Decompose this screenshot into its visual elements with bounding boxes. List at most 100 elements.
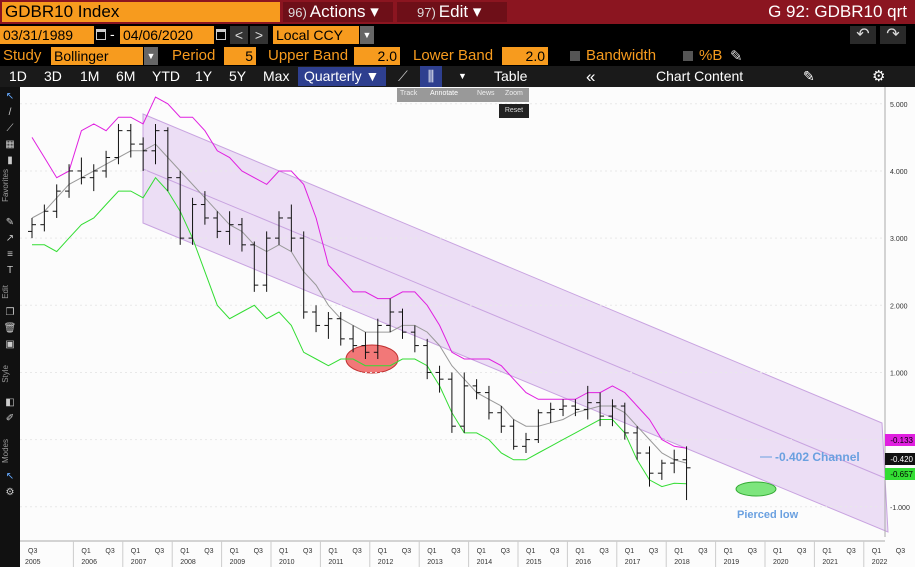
table-button[interactable]: Table [494, 68, 528, 84]
ticker-input[interactable]: GDBR10 Index [2, 2, 280, 22]
news-tool[interactable]: News [477, 90, 495, 97]
x-quarter-label: Q3 [402, 548, 411, 555]
ohlc-bar [225, 211, 234, 245]
calendar-icon[interactable] [216, 29, 226, 40]
ohlc-bar [657, 459, 666, 480]
x-quarter-label: Q1 [822, 548, 831, 555]
bar-chart-icon[interactable]: ⫼ [420, 66, 442, 87]
ohlc-bar [583, 385, 592, 420]
grid-icon[interactable]: ▦ [5, 139, 15, 150]
edit-menu[interactable]: 97) Edit ▾ [397, 2, 507, 22]
x-quarter-label: Q1 [526, 548, 535, 555]
favorites-label: Favorites [1, 169, 10, 202]
cursor-icon[interactable]: ↖ [5, 91, 15, 102]
lock-icon[interactable]: ▣ [5, 339, 15, 350]
x-year-label: 2010 [279, 559, 295, 566]
x-quarter-label: Q3 [698, 548, 707, 555]
x-year-label: 2007 [131, 559, 147, 566]
price-last-value: -0.420 [890, 455, 913, 464]
edit-chart-icon[interactable]: ✎ [803, 68, 815, 84]
line-chart-icon[interactable]: ⟋ [398, 68, 408, 84]
range-5y[interactable]: 5Y [229, 68, 247, 84]
upper-band-input[interactable]: 2.0 [354, 47, 400, 65]
bandwidth-label: Bandwidth [586, 47, 657, 64]
ohlc-bar [522, 432, 530, 454]
chevron-down-icon[interactable]: ▼ [360, 26, 374, 44]
y-tick-label: 4.000 [890, 169, 908, 176]
x-quarter-label: Q1 [81, 548, 90, 555]
color-icon[interactable]: ◧ [5, 397, 15, 408]
arrow-icon[interactable]: ↗ [5, 233, 15, 244]
x-quarter-label: Q1 [575, 548, 584, 555]
range-1y[interactable]: 1Y [195, 68, 213, 84]
zoom-tool[interactable]: Zoom [505, 90, 523, 97]
end-date-field[interactable]: 04/06/2020 [120, 26, 214, 44]
chevron-down-icon[interactable]: ▼ [144, 47, 158, 65]
gear-icon[interactable]: ⚙ [872, 68, 886, 85]
chart-content-button[interactable]: Chart Content [656, 68, 744, 84]
settings-small-icon[interactable]: ⚙ [5, 487, 15, 498]
pointer-mode-icon[interactable]: ↖ [5, 471, 15, 482]
price-last-tag [885, 453, 915, 465]
redo-button[interactable]: ↷ [880, 26, 906, 44]
ohlc-bar [670, 449, 679, 474]
x-quarter-label: Q3 [451, 548, 460, 555]
pencil-icon[interactable]: ✎ [730, 48, 743, 65]
edit-section-label: Edit [1, 285, 10, 299]
ohlc-bar [410, 325, 419, 353]
bandwidth-checkbox[interactable] [570, 51, 580, 61]
text-tool-icon[interactable]: T [6, 265, 14, 276]
collapse-button[interactable]: « [586, 67, 596, 86]
x-quarter-label: Q1 [674, 548, 683, 555]
x-quarter-label: Q1 [230, 548, 239, 555]
range-1m[interactable]: 1M [80, 68, 100, 84]
delete-icon[interactable]: 🗑 [3, 323, 17, 334]
line-tool-icon[interactable]: / [8, 107, 12, 118]
actions-menu[interactable]: 96) Actions ▾ [283, 2, 393, 22]
x-quarter-label: Q3 [550, 548, 559, 555]
annotate-tool[interactable]: Annotate [430, 90, 459, 97]
range-1d[interactable]: 1D [9, 68, 27, 84]
lower-band-label: Lower Band [413, 47, 494, 64]
lower-band-input[interactable]: 2.0 [502, 47, 548, 65]
trend-icon[interactable]: ⟋ [6, 123, 14, 134]
calendar-icon[interactable] [96, 29, 106, 40]
layers-icon[interactable]: ≡ [7, 249, 13, 260]
x-year-label: 2006 [81, 559, 97, 566]
x-quarter-label: Q1 [625, 548, 634, 555]
range-3d[interactable]: 3D [44, 68, 62, 84]
x-quarter-label: Q3 [204, 548, 213, 555]
study-label: Study [3, 47, 42, 64]
study-row: Study Bollinger ▼ Period 5 Upper Band 2.… [0, 45, 915, 66]
brush-icon[interactable]: ✐ [5, 413, 15, 424]
range-6m[interactable]: 6M [116, 68, 136, 84]
ohlc-bar [262, 231, 271, 292]
period-input[interactable]: 5 [224, 47, 256, 65]
ohlc-bar [163, 127, 172, 192]
x-year-label: 2011 [328, 559, 343, 566]
undo-button[interactable]: ↶ [850, 26, 876, 44]
ohlc-bar [176, 170, 185, 245]
next-period-button[interactable]: > [250, 26, 268, 44]
frequency-select[interactable]: Quarterly ▼ [298, 67, 386, 86]
track-tool[interactable]: Track [400, 90, 418, 97]
prev-period-button[interactable]: < [230, 26, 248, 44]
copy-icon[interactable]: ❐ [5, 307, 15, 318]
draw-icon[interactable]: ✎ [5, 217, 15, 228]
ohlc-bar [571, 399, 580, 417]
range-ytd[interactable]: YTD [152, 68, 180, 84]
x-year-label: 2020 [773, 559, 789, 566]
study-select[interactable]: Bollinger [51, 47, 143, 65]
y-tick-label: 2.000 [890, 303, 908, 310]
currency-select[interactable]: Local CCY [273, 26, 359, 44]
x-year-label: 2005 [25, 559, 41, 566]
reset-button[interactable]: Reset [499, 104, 529, 118]
start-date-field[interactable]: 03/31/1989 [0, 26, 94, 44]
ohlc-bar [447, 372, 456, 433]
bars-icon[interactable]: ▮ [7, 155, 13, 166]
range-max[interactable]: Max [263, 68, 290, 84]
pctb-checkbox[interactable] [683, 51, 693, 61]
chevron-down-icon[interactable]: ▼ [458, 71, 467, 81]
ohlc-bar [386, 298, 395, 333]
